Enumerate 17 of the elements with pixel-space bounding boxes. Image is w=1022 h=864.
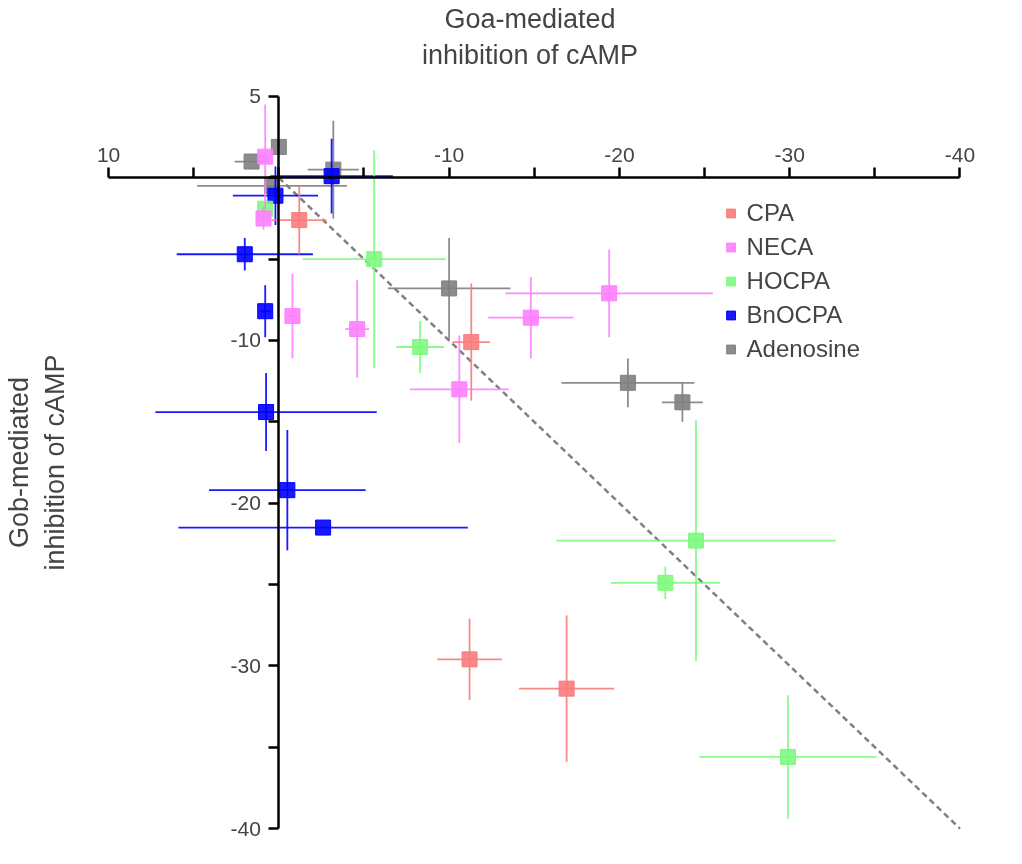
- y-tick-label: -30: [230, 653, 261, 677]
- y-axis-title: Gob-mediated inhibition of cAMP: [3, 354, 70, 571]
- x-tick-label: -20: [604, 142, 635, 166]
- y-tick-label: -10: [230, 328, 261, 352]
- x-tick-label: 10: [96, 142, 121, 166]
- legend-label: NECA: [746, 233, 814, 261]
- y-tick-label: 5: [249, 84, 261, 108]
- legend-label: HOCPA: [746, 267, 831, 295]
- x-tick-label: -40: [944, 142, 976, 166]
- x-axis-title: Goa-mediated inhibition of cAMP: [421, 3, 639, 70]
- x-tick-label: -10: [433, 142, 465, 166]
- y-tick-label: -20: [230, 491, 261, 515]
- y-tick-label: -40: [230, 816, 261, 840]
- legend-label: BnOCPA: [746, 301, 843, 329]
- x-tick-label: -30: [774, 142, 805, 166]
- legend-label: Adenosine: [746, 335, 860, 363]
- legend-label: CPA: [746, 199, 795, 227]
